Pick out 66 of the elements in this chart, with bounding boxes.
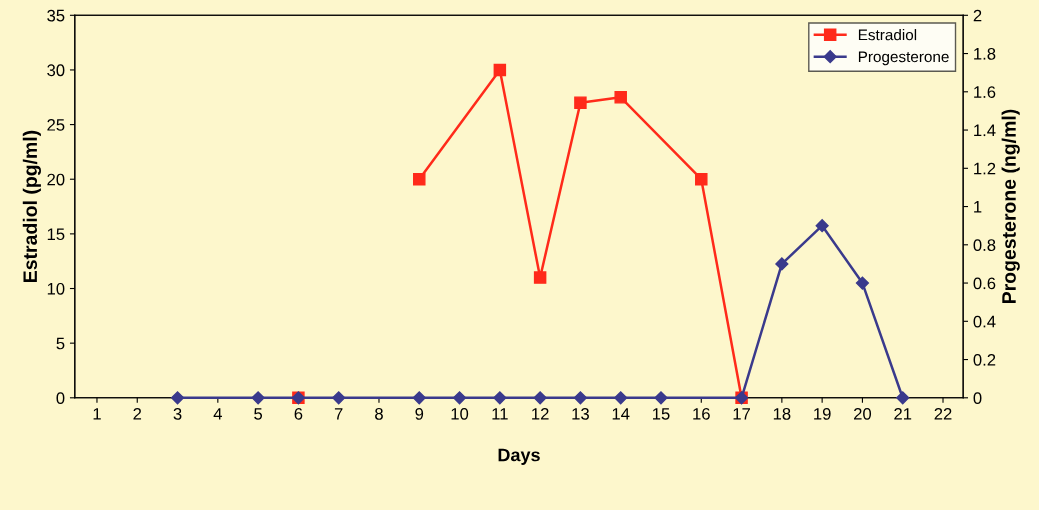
point bbox=[896, 391, 910, 405]
y-tick-label: 10 bbox=[47, 282, 65, 295]
point bbox=[855, 276, 870, 290]
x-tick-label: 22 bbox=[934, 407, 952, 420]
y-tick-label: 25 bbox=[47, 118, 65, 131]
y-tick-label: 30 bbox=[47, 64, 65, 77]
y-tick-label: 5 bbox=[56, 337, 65, 350]
y2-tick-label: 1.6 bbox=[974, 86, 996, 98]
y2-tick-label: 0.8 bbox=[973, 239, 996, 251]
x-tick-label: 14 bbox=[612, 408, 630, 420]
point bbox=[413, 172, 426, 186]
x-tick-label: 16 bbox=[693, 407, 710, 420]
y2-tick-label: 0.4 bbox=[973, 315, 996, 328]
legend-label: Progesterone bbox=[858, 51, 949, 66]
y2-tick-label: 1 bbox=[974, 201, 982, 213]
point bbox=[614, 91, 627, 104]
y2-tick-label: 0 bbox=[973, 392, 982, 404]
x-tick-label: 8 bbox=[375, 407, 383, 420]
y-tick-label: 20 bbox=[47, 173, 65, 186]
x-axis-title: Days bbox=[498, 448, 540, 465]
x-tick-label: 12 bbox=[532, 407, 549, 420]
point bbox=[695, 172, 708, 186]
point bbox=[452, 391, 467, 405]
y-tick-label: 15 bbox=[47, 228, 65, 241]
y2-tick-label: 1.8 bbox=[974, 47, 996, 60]
point bbox=[815, 219, 829, 233]
point bbox=[654, 391, 668, 405]
point bbox=[775, 257, 789, 271]
x-tick-label: 15 bbox=[653, 408, 670, 420]
point bbox=[493, 63, 507, 77]
y2-tick-label: 0.6 bbox=[973, 277, 996, 290]
point bbox=[412, 391, 426, 405]
point bbox=[332, 391, 346, 405]
x-tick-label: 9 bbox=[415, 407, 424, 420]
y2-tick-label: 0.2 bbox=[973, 353, 996, 366]
point bbox=[574, 96, 587, 109]
x-tick-label: 3 bbox=[173, 407, 182, 420]
x-tick-label: 2 bbox=[133, 407, 142, 420]
point bbox=[573, 391, 588, 405]
y-axis-title: Estradiol (pg/ml) bbox=[22, 130, 41, 282]
x-tick-label: 11 bbox=[492, 408, 508, 420]
x-tick-label: 21 bbox=[894, 407, 912, 420]
x-tick-label: 18 bbox=[773, 407, 791, 420]
point bbox=[533, 271, 547, 284]
x-tick-label: 13 bbox=[572, 407, 589, 420]
y2-tick-label: 1.2 bbox=[974, 162, 996, 175]
y2-tick-label: 1.4 bbox=[974, 124, 996, 137]
x-tick-label: 6 bbox=[294, 407, 303, 420]
point bbox=[170, 391, 185, 405]
x-tick-label: 7 bbox=[334, 408, 343, 420]
x-tick-label: 17 bbox=[733, 408, 750, 420]
x-tick-label: 1 bbox=[93, 408, 101, 420]
point bbox=[533, 391, 547, 405]
x-tick-label: 5 bbox=[254, 408, 263, 420]
y-tick-label: 35 bbox=[47, 9, 65, 22]
legend-label: Estradiol bbox=[858, 29, 917, 41]
y2-tick-label: 2 bbox=[973, 9, 982, 22]
x-tick-label: 10 bbox=[451, 407, 469, 420]
x-tick-label: 20 bbox=[854, 407, 872, 420]
y2-axis-title: Progesterone (ng/ml) bbox=[1001, 109, 1020, 304]
point bbox=[493, 391, 507, 405]
point bbox=[251, 391, 265, 405]
point bbox=[614, 391, 628, 405]
x-tick-label: 4 bbox=[213, 408, 222, 420]
y-tick-label: 0 bbox=[56, 392, 65, 404]
x-tick-label: 19 bbox=[814, 407, 831, 420]
